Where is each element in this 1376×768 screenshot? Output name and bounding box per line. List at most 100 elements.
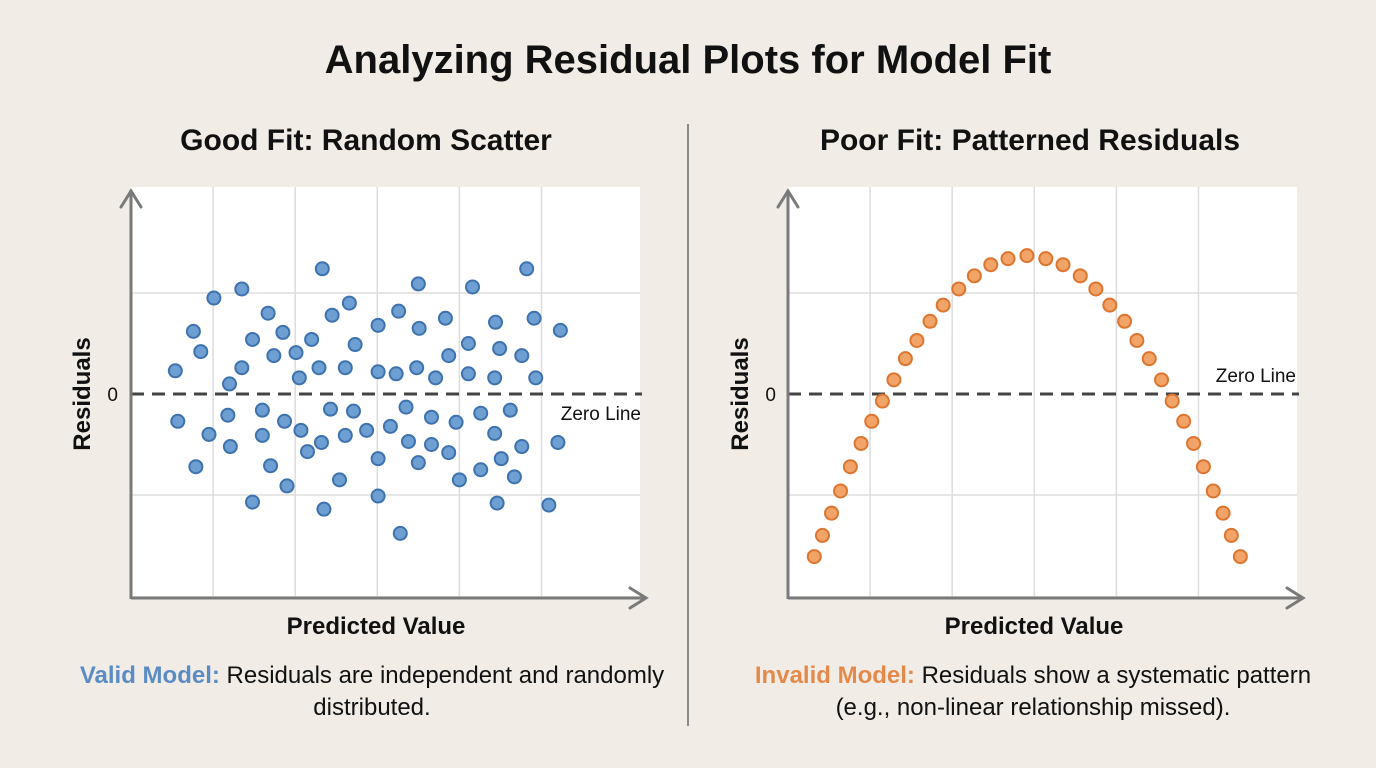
- data-point: [1019, 248, 1035, 264]
- data-point: [1195, 459, 1211, 475]
- data-point: [185, 323, 201, 339]
- data-point: [423, 437, 439, 452]
- data-point: [1117, 313, 1133, 329]
- y-axis-arrow-icon: [776, 188, 800, 209]
- data-point: [814, 527, 830, 543]
- left-zero-line-label: Zero Line: [561, 404, 641, 425]
- data-point: [1223, 527, 1239, 543]
- data-point: [345, 403, 361, 419]
- data-point: [514, 439, 530, 455]
- data-point: [1186, 435, 1202, 451]
- data-point: [220, 407, 236, 423]
- x-axis-arrow-icon: [1285, 586, 1306, 610]
- data-point: [410, 455, 426, 471]
- right-caption: Invalid Model: Residuals show a systemat…: [733, 660, 1333, 724]
- data-point: [400, 433, 416, 449]
- data-point: [332, 472, 348, 488]
- data-point: [409, 360, 425, 376]
- data-point: [528, 370, 544, 386]
- data-point: [541, 497, 557, 513]
- data-point: [492, 341, 508, 357]
- data-point: [370, 488, 386, 504]
- data-point: [293, 422, 309, 438]
- data-point: [291, 370, 307, 386]
- valid-model-label: Valid Model:: [79, 662, 220, 689]
- left-y-axis-label: Residuals: [69, 337, 96, 450]
- data-point: [392, 525, 408, 541]
- data-point: [234, 360, 250, 376]
- data-point: [441, 445, 457, 461]
- data-point: [460, 336, 476, 351]
- data-point: [506, 469, 522, 485]
- data-point: [552, 322, 568, 338]
- data-point: [188, 459, 204, 475]
- page-title: Analyzing Residual Plots for Model Fit: [324, 38, 1052, 82]
- plot-area: [131, 187, 640, 596]
- data-point: [935, 297, 951, 313]
- data-point: [487, 370, 503, 386]
- data-point: [316, 501, 332, 517]
- data-point: [391, 303, 407, 319]
- left-x-axis-label: Predicted Value: [287, 613, 466, 640]
- data-point: [322, 401, 338, 417]
- data-point: [300, 444, 316, 460]
- data-point: [1129, 332, 1145, 348]
- data-point: [370, 451, 386, 467]
- data-point: [167, 363, 183, 379]
- data-point: [201, 426, 217, 442]
- data-point: [359, 422, 375, 438]
- data-point: [502, 402, 518, 418]
- data-point: [441, 348, 457, 364]
- data-point: [460, 366, 476, 382]
- data-point: [519, 261, 535, 277]
- data-point: [983, 257, 999, 273]
- right-chart-title: Poor Fit: Patterned Residuals: [819, 124, 1241, 157]
- data-point: [1000, 251, 1016, 267]
- data-point: [324, 307, 340, 323]
- left-y-tick-0: 0: [107, 385, 118, 406]
- data-point: [314, 261, 330, 277]
- data-point: [254, 402, 270, 418]
- data-point: [222, 439, 238, 455]
- data-point: [1072, 268, 1088, 284]
- data-point: [304, 331, 320, 347]
- data-point: [347, 337, 363, 353]
- data-point: [1038, 251, 1054, 267]
- data-point: [1164, 393, 1180, 409]
- data-point: [473, 405, 489, 421]
- data-point: [279, 478, 295, 494]
- data-point: [313, 434, 329, 450]
- plot-area: [788, 187, 1297, 596]
- data-point: [824, 505, 840, 521]
- data-point: [370, 317, 386, 333]
- data-point: [1141, 351, 1157, 367]
- data-point: [448, 414, 464, 430]
- data-point: [388, 366, 404, 382]
- invalid-model-label: Invalid Model:: [754, 662, 915, 689]
- left-plot: Predicted Value Residuals 0 Zero Line: [69, 187, 649, 640]
- data-point: [842, 459, 858, 475]
- data-point: [260, 305, 276, 321]
- data-point: [966, 268, 982, 284]
- data-point: [909, 332, 925, 348]
- data-point: [1232, 549, 1248, 565]
- data-point: [277, 413, 293, 429]
- data-point: [493, 451, 509, 467]
- data-point: [1055, 257, 1071, 273]
- data-point: [234, 281, 250, 297]
- data-point: [222, 376, 238, 392]
- data-point: [411, 320, 427, 336]
- data-point: [487, 425, 503, 441]
- x-axis-arrow-icon: [628, 586, 649, 610]
- left-caption-text: Residuals are independent and randomly d…: [219, 662, 665, 721]
- data-point: [170, 413, 186, 429]
- data-point: [1102, 297, 1118, 313]
- data-point: [1176, 413, 1192, 429]
- right-y-axis-label: Residuals: [727, 337, 754, 450]
- right-x-axis-label: Predicted Value: [945, 613, 1124, 640]
- right-plot: Predicted Value Residuals 0 Zero Line: [727, 187, 1306, 640]
- data-point: [254, 427, 270, 443]
- data-point: [341, 295, 357, 311]
- data-point: [337, 427, 353, 443]
